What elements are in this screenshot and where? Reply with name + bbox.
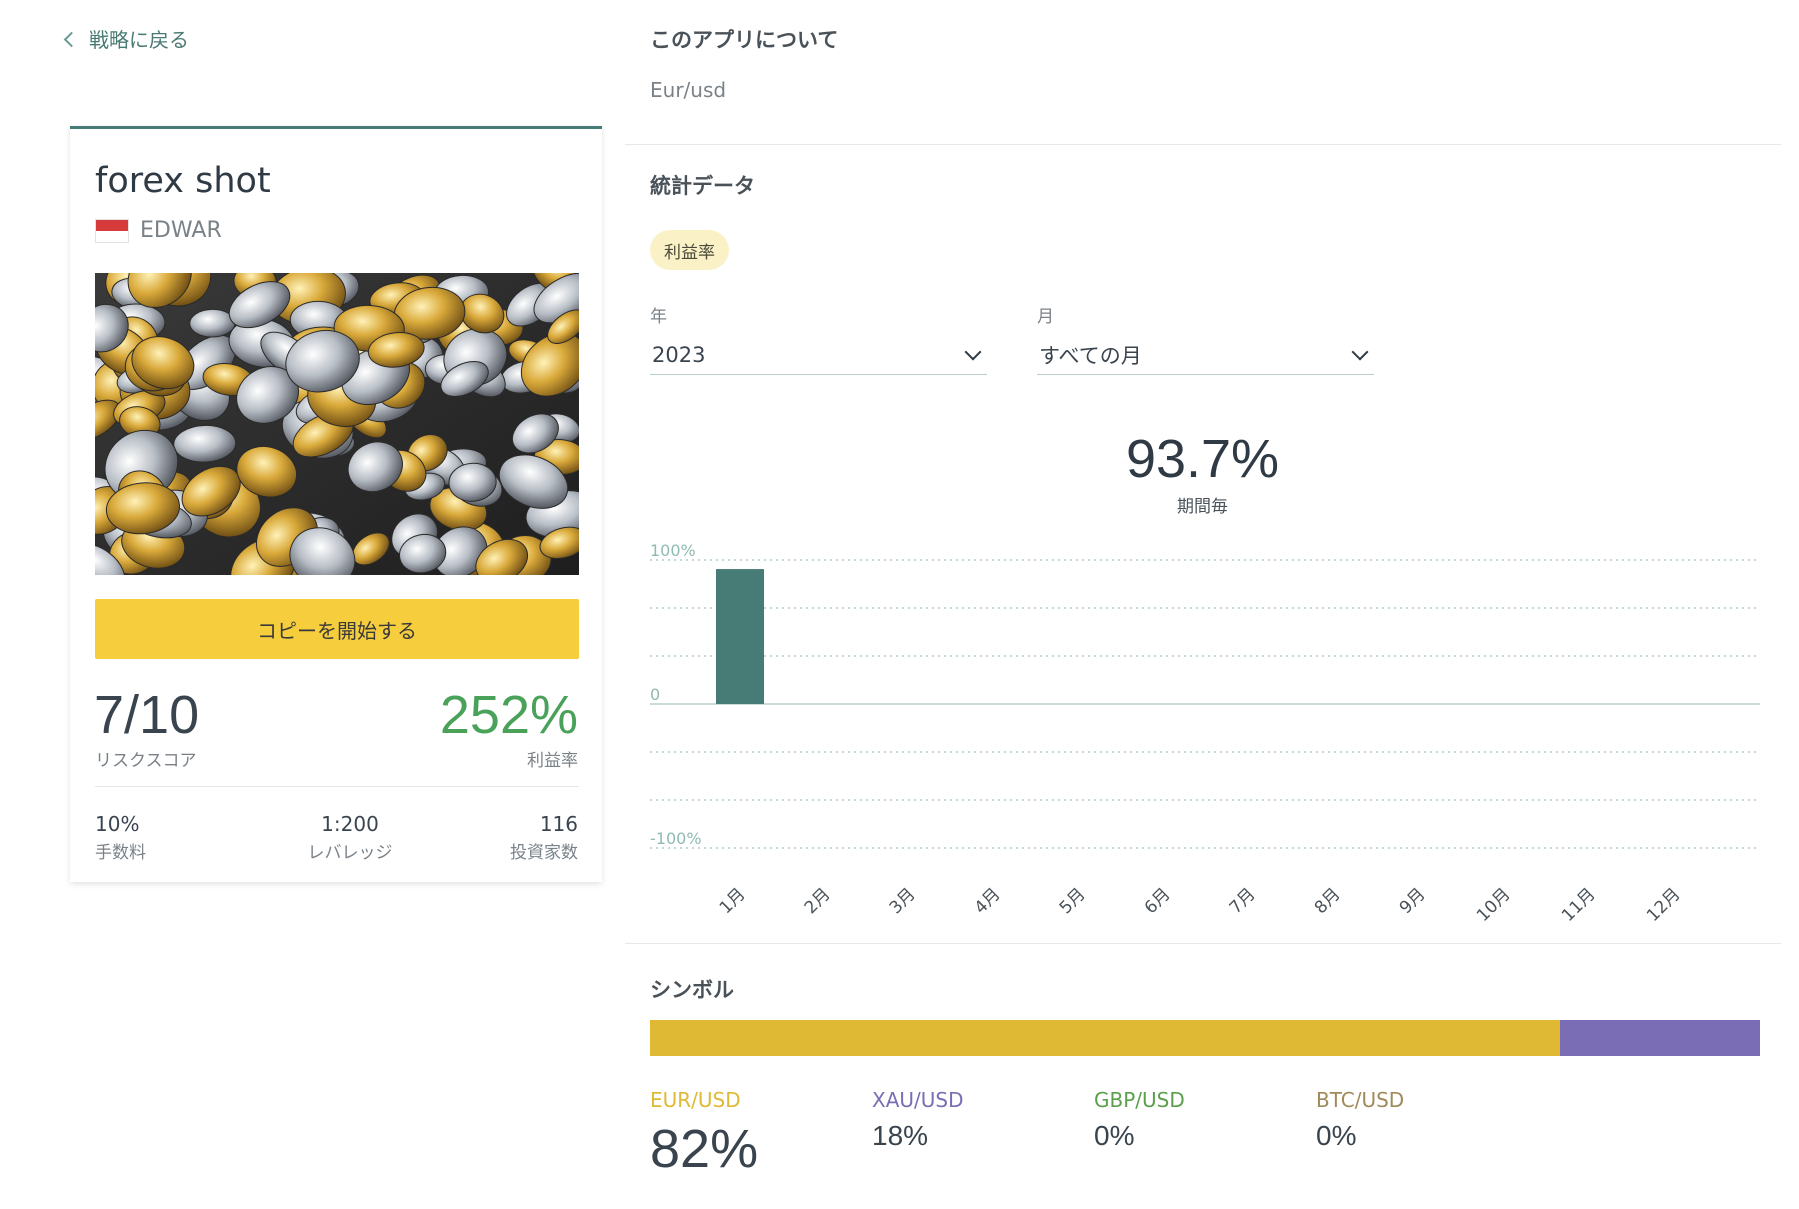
year-select[interactable]: 2023 [650,335,987,375]
symbol-percent: 18% [872,1120,929,1151]
chevron-down-icon [1351,343,1369,360]
x-tick-label: 6月 [1141,884,1175,918]
x-tick-label: 1月 [716,884,750,918]
symbol-item-xauusd: XAU/USD 18% [872,1088,964,1152]
bar-1[interactable] [716,569,764,704]
strategy-card: forex shot EDWAR コピーを開始する 7/10 リスクスコア 25… [70,126,602,882]
investors-label: 投資家数 [510,843,578,863]
year-select-value: 2023 [652,342,706,367]
symbol-name: GBP/USD [1094,1088,1185,1112]
leverage-label: レバレッジ [307,843,393,863]
strategy-author: EDWAR [140,218,222,243]
strategy-image [95,273,579,575]
investors-value: 116 [539,812,578,836]
statistics-title: 統計データ [650,174,755,198]
profit-rate-label: 利益率 [527,751,578,771]
leverage-value: 1:200 [321,812,379,836]
month-label: 月 [1037,307,1054,327]
tab-profit-rate[interactable]: 利益率 [650,230,729,270]
period-label: 期間毎 [1177,497,1228,517]
x-tick-label: 12月 [1643,884,1684,925]
period-value: 93.7% [1125,429,1280,489]
symbol-segment [650,1020,1561,1056]
symbol-percent: 82% [650,1119,759,1179]
symbol-name: BTC/USD [1316,1088,1405,1112]
risk-score-label: リスクスコア [95,751,197,771]
about-title: このアプリについて [650,28,839,52]
x-tick-label: 3月 [886,884,920,918]
back-link-label: 戦略に戻る [89,28,189,52]
x-tick-label: 4月 [971,884,1005,918]
y-tick-label: 100% [650,541,696,560]
start-copy-button[interactable]: コピーを開始する [95,599,579,659]
x-tick-label: 5月 [1056,884,1090,918]
risk-score-value: 7/10 [94,685,200,745]
x-tick-label: 10月 [1473,884,1514,925]
symbols-distribution-bar [650,1020,1760,1056]
section-divider [625,943,1781,944]
leverage-stat: 1:200 レバレッジ [300,812,400,863]
back-to-strategies-link[interactable]: 戦略に戻る [63,24,189,53]
symbol-name: XAU/USD [872,1088,964,1112]
y-tick-label: -100% [650,829,702,848]
section-divider [625,144,1781,145]
symbol-item-btcusd: BTC/USD 0% [1316,1088,1404,1152]
investors-stat: 116 投資家数 [510,812,578,863]
x-tick-label: 7月 [1226,884,1260,918]
symbol-item-eurusd: EUR/USD 82% [650,1088,758,1180]
x-tick-label: 11月 [1558,884,1599,925]
card-divider [95,786,579,787]
about-text: Eur/usd [650,78,727,102]
profit-rate-value: 252% [439,685,578,745]
x-tick-label: 2月 [801,884,835,918]
chevron-down-icon [964,343,982,360]
x-tick-label: 9月 [1396,884,1430,918]
fee-label: 手数料 [95,843,146,863]
month-select[interactable]: すべての月 [1037,335,1374,375]
fee-value: 10% [95,812,140,836]
fee-stat: 10% 手数料 [95,812,146,863]
symbol-item-gbpusd: GBP/USD 0% [1094,1088,1185,1152]
coins-image [95,273,579,575]
x-tick-label: 8月 [1311,884,1345,918]
symbol-name: EUR/USD [650,1088,741,1112]
symbol-percent: 0% [1094,1120,1135,1151]
indonesia-flag-icon [95,219,129,243]
symbol-percent: 0% [1316,1120,1357,1151]
symbols-title: シンボル [650,978,734,1002]
symbol-segment [1560,1020,1760,1056]
month-select-value: すべての月 [1039,343,1142,368]
year-label: 年 [650,307,667,327]
strategy-title: forex shot [95,161,271,201]
y-tick-label: 0 [650,685,660,704]
chevron-left-icon [63,31,80,47]
monthly-profit-chart: 100% 0 -100% 1月 2月 3月 4月 5月 6月 7月 8月 9月 10月 11月 12月 [650,541,1760,926]
